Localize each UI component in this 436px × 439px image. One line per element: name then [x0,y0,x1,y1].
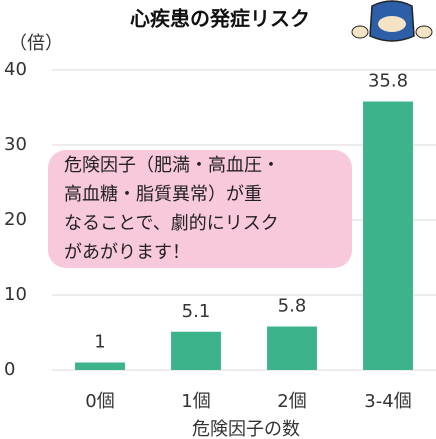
plot: 0 10 20 30 40 0個 1 1個 5.1 2個 5.8 3-4個 35.8 [4,59,436,412]
x-axis-label: 危険因子の数 [192,419,300,439]
bar [75,362,125,370]
annotation-line: なることで、劇的にリスク [64,213,279,234]
annotation-line: 高血糖・脂質異常）が重 [64,184,262,205]
annotation-line: 危険因子（肥満・高血圧・ [64,155,280,176]
annotation: 危険因子（肥満・高血圧・高血糖・脂質異常）が重なることで、劇的にリスクがあがりま… [64,155,280,263]
y-tick-label: 0 [4,359,15,380]
x-tick-label: 0個 [85,391,114,412]
bar [267,326,317,370]
chart-title: 心疾患の発症リスク [130,7,310,31]
x-tick-label: 3-4個 [364,391,411,412]
annotation-box [48,150,352,268]
y-tick-label: 40 [4,59,27,80]
x-tick-label: 2個 [277,391,306,412]
value-label: 1 [94,332,105,353]
y-tick-label: 30 [4,134,27,155]
mascot [351,0,433,42]
y-axis-label: （倍） [9,33,63,54]
x-tick-label: 1個 [181,391,210,412]
value-label: 5.8 [278,296,307,317]
value-label: 35.8 [368,71,408,92]
bar [363,101,413,370]
y-tick-label: 20 [4,209,27,230]
bar [171,331,221,370]
y-tick-label: 10 [4,284,27,305]
annotation-line: があがります！ [64,242,190,263]
value-label: 5.1 [182,301,211,322]
